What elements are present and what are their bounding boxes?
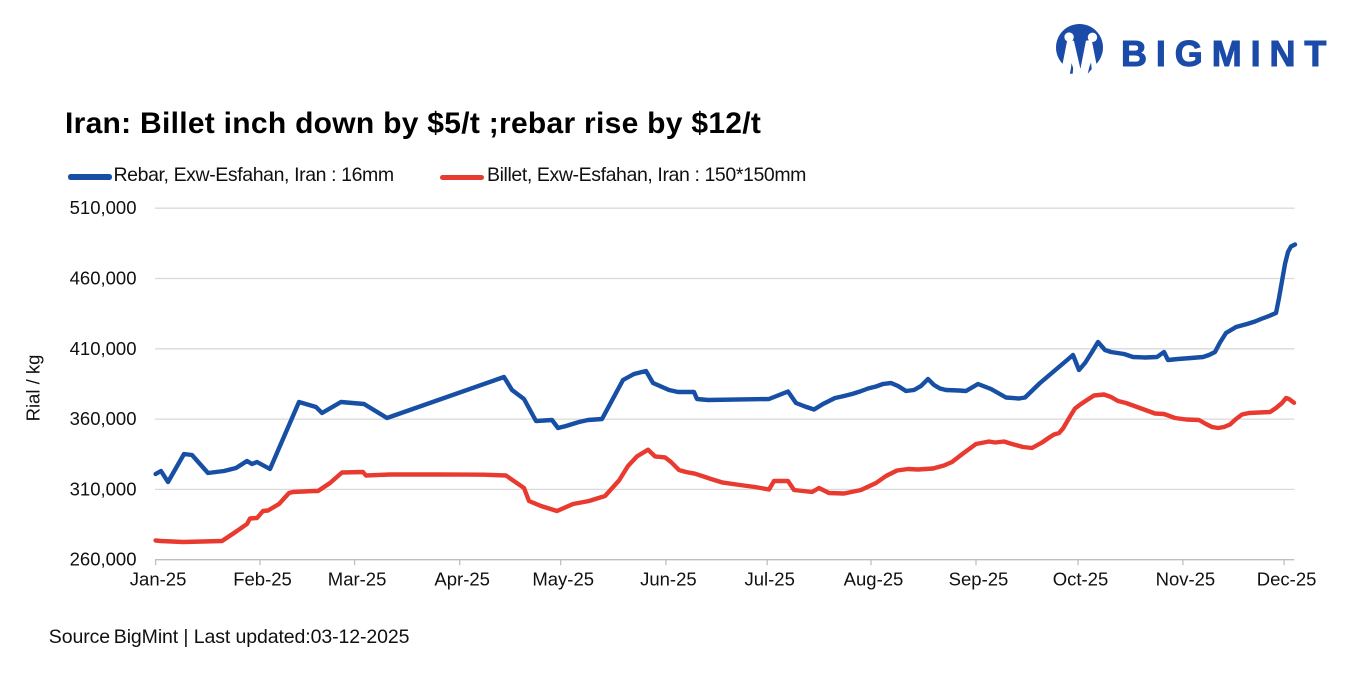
svg-text:Mar-25: Mar-25 (328, 569, 387, 590)
svg-text:Rial / kg: Rial / kg (23, 355, 44, 422)
svg-text:510,000: 510,000 (70, 197, 137, 218)
svg-text:260,000: 260,000 (70, 549, 137, 570)
svg-text:410,000: 410,000 (70, 338, 137, 359)
svg-text:Nov-25: Nov-25 (1156, 569, 1216, 590)
svg-text:Aug-25: Aug-25 (844, 569, 904, 590)
svg-text:Oct-25: Oct-25 (1053, 569, 1109, 590)
svg-text:Feb-25: Feb-25 (233, 569, 292, 590)
svg-text:May-25: May-25 (532, 569, 594, 590)
svg-text:Sep-25: Sep-25 (949, 569, 1009, 590)
svg-text:460,000: 460,000 (70, 268, 137, 289)
svg-text:Apr-25: Apr-25 (434, 569, 490, 590)
svg-text:Dec-25: Dec-25 (1257, 569, 1317, 590)
svg-text:Jul-25: Jul-25 (745, 569, 795, 590)
svg-text:Jun-25: Jun-25 (640, 569, 697, 590)
svg-text:360,000: 360,000 (70, 408, 137, 429)
svg-text:Jan-25: Jan-25 (130, 569, 187, 590)
svg-text:310,000: 310,000 (70, 478, 137, 499)
